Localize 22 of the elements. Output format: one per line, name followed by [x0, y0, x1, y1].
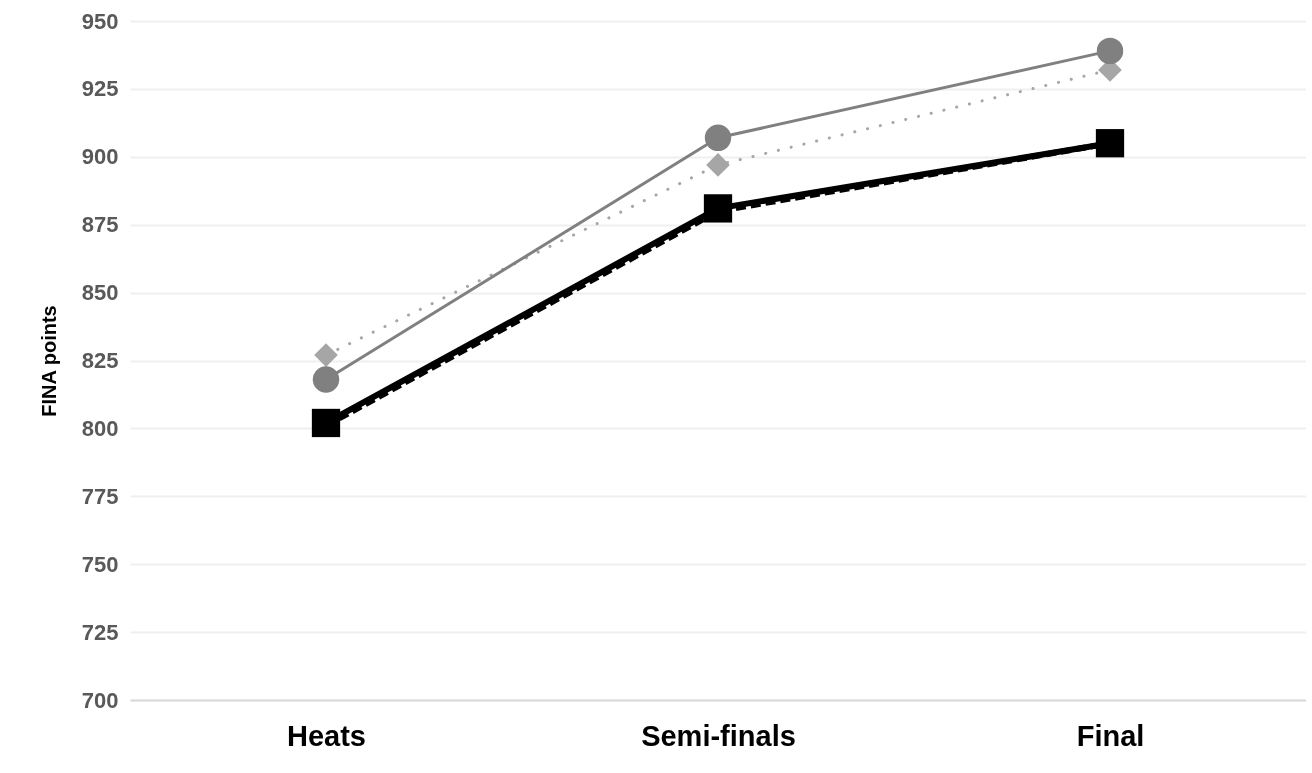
- y-tick-label: 800: [81, 415, 119, 441]
- y-tick-label: 700: [81, 687, 119, 713]
- point: [311, 408, 341, 438]
- point: [1095, 129, 1125, 158]
- point: [704, 124, 732, 151]
- y-tick-label: 950: [81, 8, 119, 34]
- y-tick-label: 850: [81, 280, 119, 306]
- y-tick-label: 875: [81, 212, 119, 238]
- y-axis-title: FINA points: [37, 305, 60, 417]
- point: [1096, 37, 1124, 65]
- x-tick-label: Semi-finals: [641, 719, 796, 752]
- y-tick-label: 775: [81, 483, 119, 509]
- point: [706, 153, 730, 177]
- y-tick-label: 925: [81, 76, 119, 102]
- x-tick-label: Heats: [287, 719, 366, 752]
- y-tick-label: 900: [81, 144, 119, 170]
- point: [314, 343, 338, 367]
- x-tick-label: Final: [1076, 719, 1145, 752]
- y-tick-label: 825: [81, 348, 119, 373]
- y-tick-label: 725: [81, 619, 119, 645]
- y-tick-label: 750: [81, 551, 119, 577]
- point: [312, 366, 340, 393]
